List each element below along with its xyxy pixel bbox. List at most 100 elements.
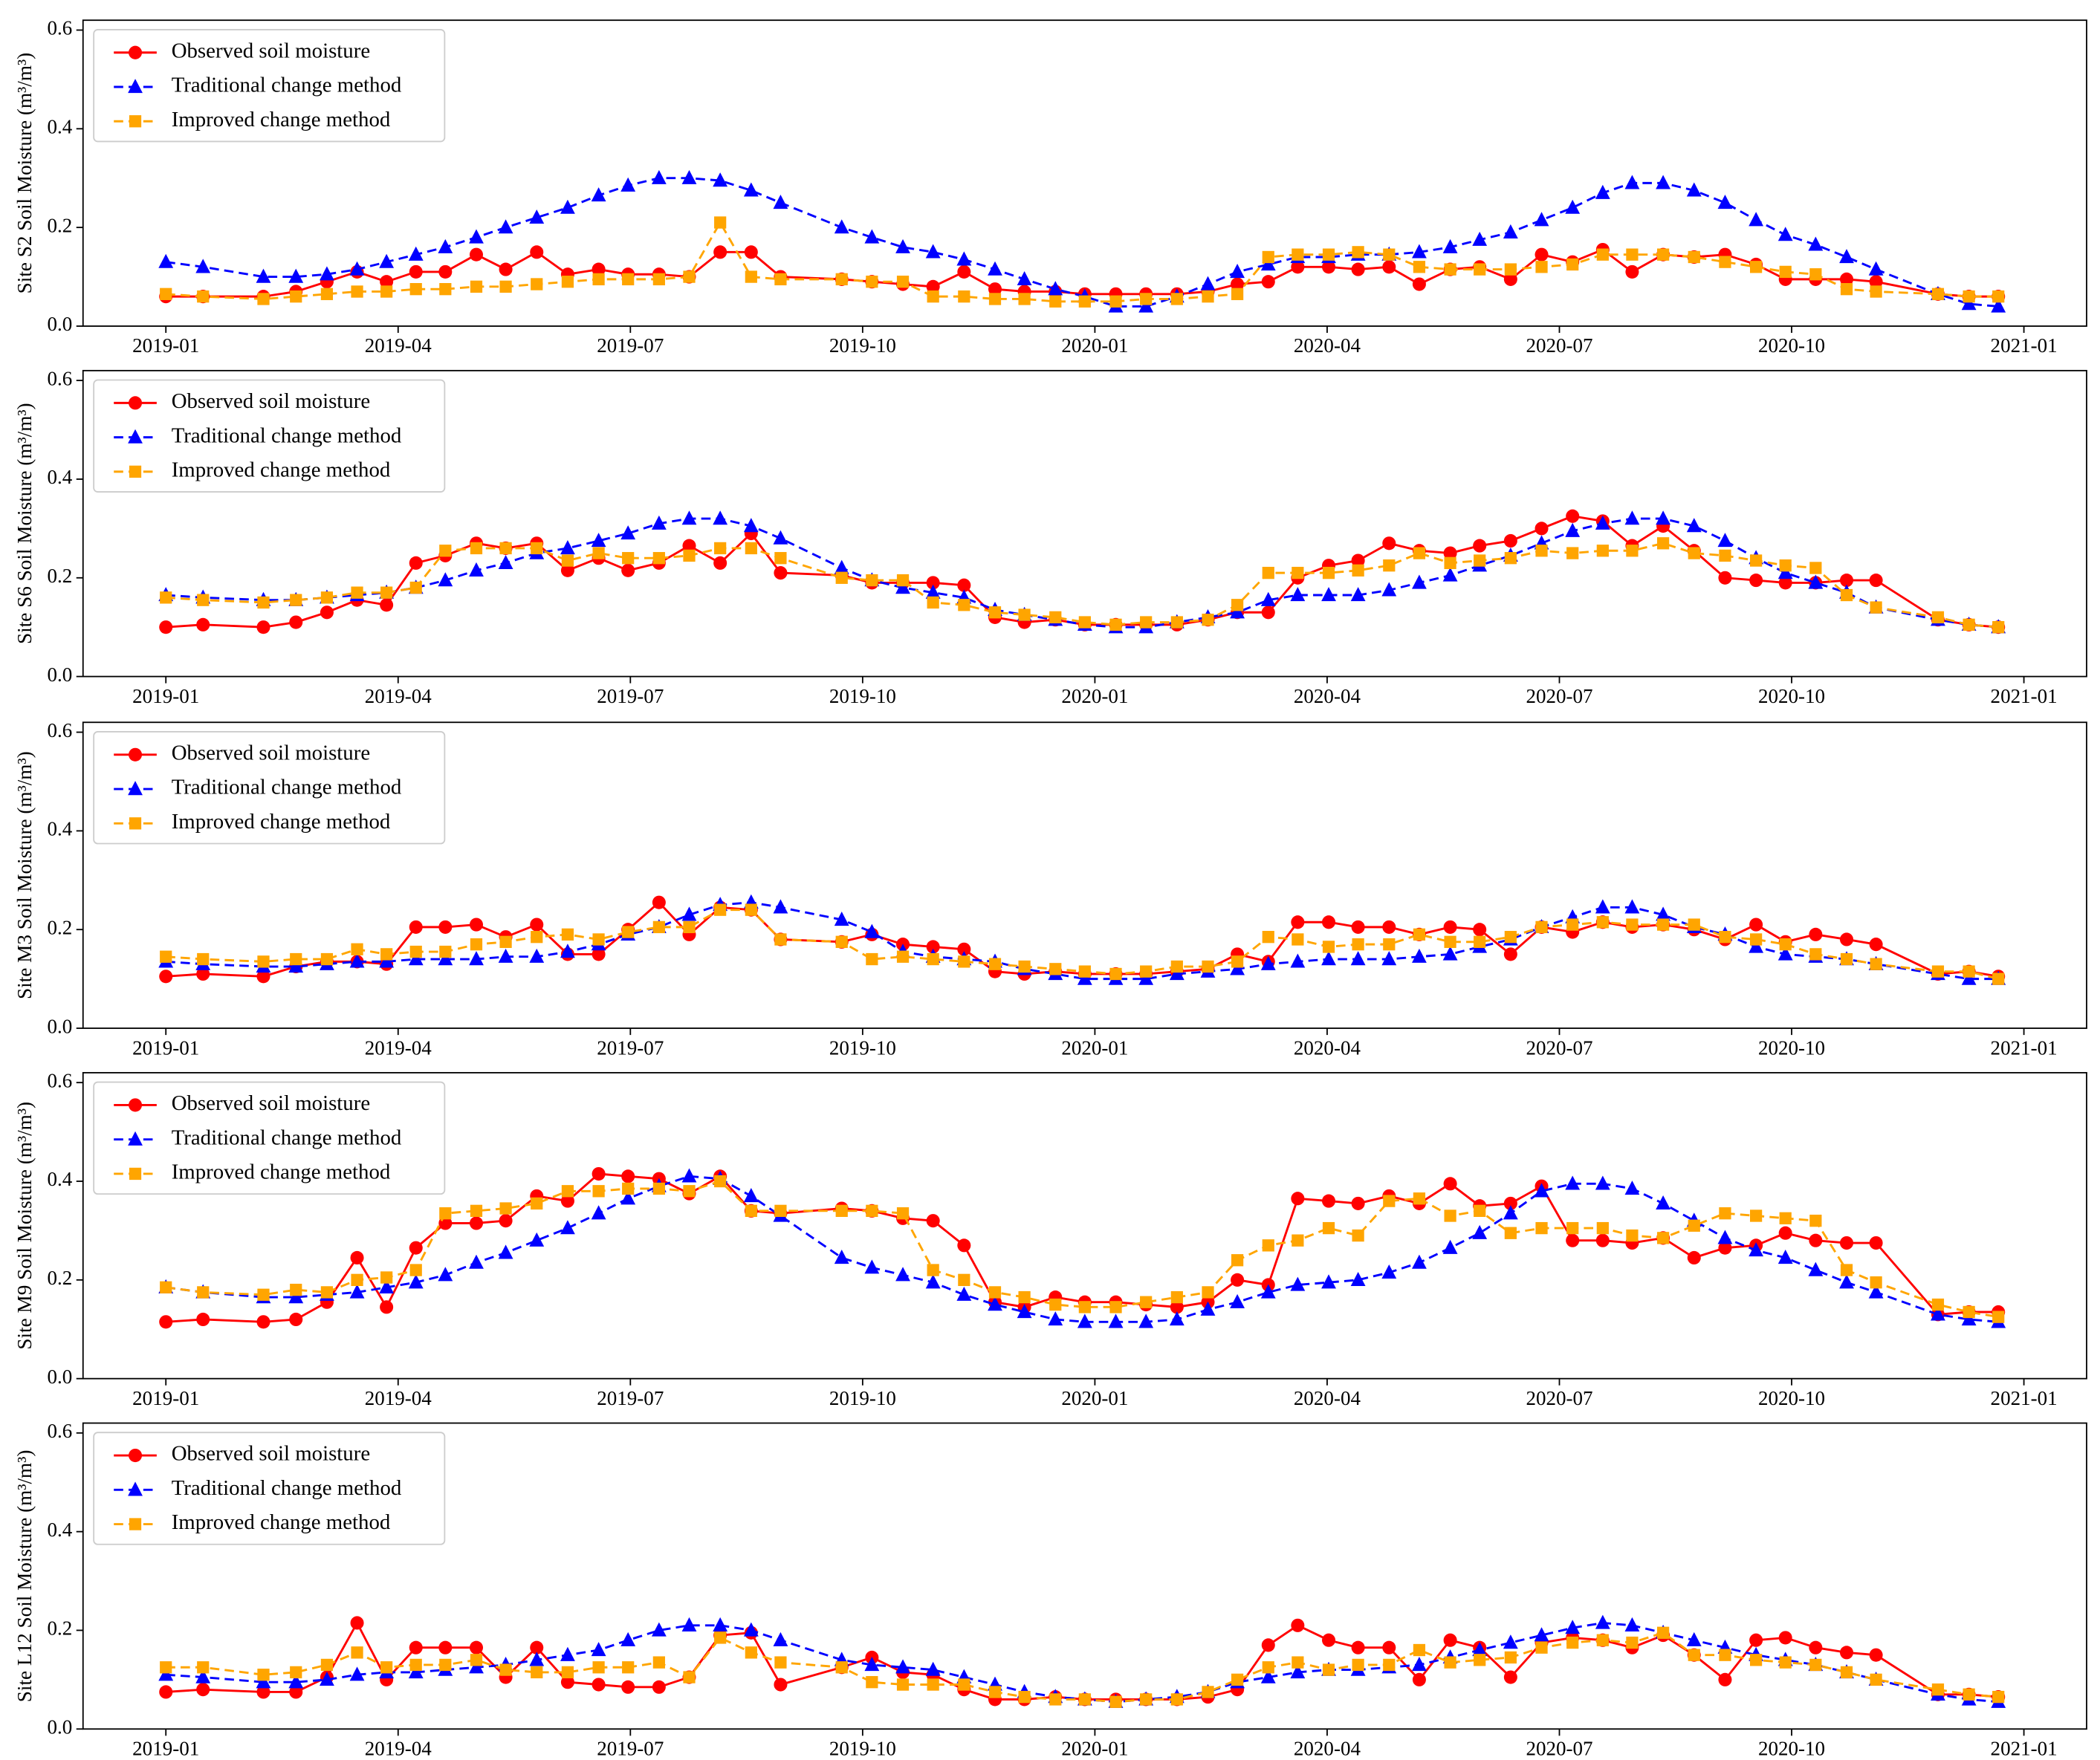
marker [409,945,422,958]
marker [288,1289,304,1304]
marker [1322,941,1335,953]
marker [958,290,970,303]
marker [1779,1656,1792,1669]
legend-label: Traditional change method [172,423,402,447]
marker [1719,549,1731,562]
marker [1048,281,1063,296]
marker [895,579,910,594]
marker [439,945,452,958]
marker [1840,1264,1853,1276]
legend-label: Improved change method [172,108,391,131]
marker [1231,599,1244,611]
marker [1503,272,1517,286]
marker [591,1642,606,1657]
marker [1535,247,1549,262]
marker [592,262,606,276]
marker [380,1661,393,1674]
marker [1292,933,1304,946]
marker [1809,1214,1822,1227]
marker [651,1622,667,1637]
marker [1140,1296,1153,1308]
x-tick-label: 2021-01 [1991,685,2058,707]
x-tick-label: 2020-10 [1758,1737,1825,1759]
x-tick-label: 2019-04 [365,1387,432,1409]
marker [1565,522,1581,537]
x-tick-label: 2021-01 [1991,1387,2058,1409]
x-tick-label: 2019-01 [132,685,199,707]
legend-marker [129,747,143,762]
marker [1352,938,1364,951]
y-tick-label: 0.4 [48,1519,73,1541]
marker [1140,293,1153,305]
marker [1596,545,1609,557]
marker [1170,616,1183,629]
marker [438,264,453,279]
marker [1444,935,1456,948]
marker [380,275,394,289]
marker [1352,246,1364,259]
marker [1840,282,1853,296]
x-tick-label: 2019-10 [829,685,896,707]
marker [683,270,696,283]
marker [622,1182,635,1195]
x-tick-label: 2019-07 [597,1737,664,1759]
marker [531,542,543,555]
marker [864,923,880,938]
marker [1109,1695,1122,1708]
marker [320,1658,334,1672]
y-axis-label: Site S2 Soil Moisture (m³/m³) [13,53,36,294]
subplot: 0.0 0.2 0.4 0.6 2019-01 2019-04 2019-07 2019-10… [13,1420,2087,1760]
marker [866,574,878,587]
marker [1779,265,1792,279]
marker [350,1250,364,1265]
marker [320,605,334,620]
marker [651,515,667,530]
marker [1656,248,1670,261]
y-tick-label: 0.4 [48,466,73,488]
x-tick-label: 2019-01 [132,1036,199,1059]
x-tick-label: 2020-04 [1294,1036,1361,1059]
marker [409,1658,422,1672]
marker [531,931,543,944]
marker [159,1685,173,1699]
marker [1382,1640,1396,1655]
marker [681,1168,697,1183]
marker [1018,1290,1031,1304]
marker [1595,1175,1610,1190]
marker [1963,1305,1975,1319]
marker [956,1286,972,1301]
x-tick-label: 2020-07 [1526,1737,1592,1759]
marker [1381,582,1397,597]
marker [1868,261,1884,276]
series-line [166,901,1999,981]
marker [560,563,574,577]
marker [1719,931,1731,944]
marker [1624,175,1640,189]
x-tick-label: 2019-04 [365,334,432,357]
marker [774,1678,788,1692]
marker [1686,1631,1702,1646]
marker [529,209,545,224]
marker [1383,248,1396,261]
marker [1351,920,1365,934]
marker [745,903,757,916]
marker [1535,920,1548,934]
marker [834,219,849,234]
x-tick-label: 2019-07 [597,685,664,707]
marker [1839,249,1854,264]
marker [713,245,727,259]
marker [1350,951,1366,966]
legend-marker [129,1518,142,1530]
marker [1077,1313,1092,1328]
marker [834,559,849,574]
marker [1624,899,1640,914]
x-tick-label: 2020-01 [1061,1387,1128,1409]
marker [1566,547,1579,559]
marker [620,1631,636,1646]
marker [683,1671,696,1683]
marker [714,1175,727,1188]
marker [1443,546,1457,560]
marker [160,591,172,604]
marker [1535,1641,1548,1654]
